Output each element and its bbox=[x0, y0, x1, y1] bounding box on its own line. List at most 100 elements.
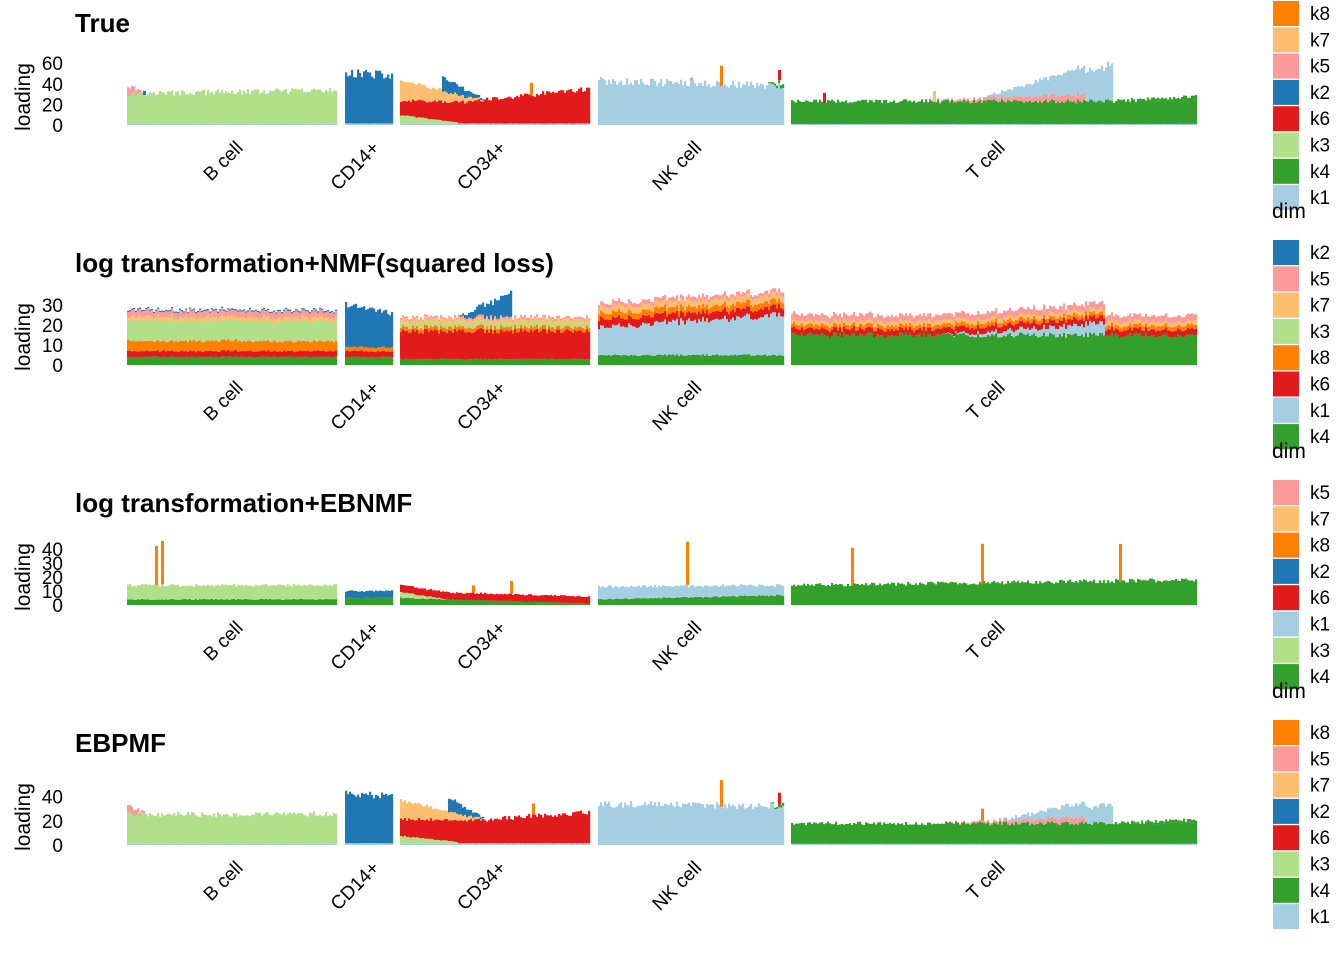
bar-segment-k7 bbox=[458, 317, 461, 322]
bar-segment-k3 bbox=[201, 586, 204, 600]
bar-segment-k5 bbox=[265, 311, 268, 317]
bar-segment-k2 bbox=[133, 307, 136, 310]
bar-segment-k7 bbox=[732, 297, 735, 304]
panel-title: log transformation+EBNMF bbox=[75, 488, 412, 518]
bar-segment-k4 bbox=[466, 359, 469, 365]
bar-segment-k6 bbox=[466, 332, 469, 360]
bar-segment-k3 bbox=[584, 324, 587, 329]
bar-segment-k4 bbox=[752, 355, 755, 365]
bar-segment-k6 bbox=[1045, 322, 1048, 330]
bar-segment-k6 bbox=[293, 352, 296, 358]
bar-segment-k8 bbox=[219, 341, 222, 352]
bar-segment-k4 bbox=[817, 334, 820, 365]
bar-segment-k4 bbox=[1169, 337, 1172, 365]
bar-segment-k2 bbox=[474, 309, 477, 318]
bar-segment-k3 bbox=[402, 115, 405, 124]
bar-segment-k5 bbox=[1039, 310, 1042, 317]
bar-segment-k5 bbox=[207, 310, 210, 317]
bar-segment-k4 bbox=[325, 357, 328, 365]
y-tick-label: 10 bbox=[42, 582, 63, 603]
bar-segment-k5 bbox=[538, 318, 541, 321]
bar-segment-k3 bbox=[432, 597, 435, 599]
bar-segment-k1 bbox=[548, 123, 551, 125]
bar-segment-k1 bbox=[863, 124, 866, 125]
bar-segment-k3 bbox=[195, 323, 198, 342]
bar-segment-k5 bbox=[977, 311, 980, 318]
bar-segment-k6 bbox=[931, 330, 934, 337]
bar-segment-k5 bbox=[478, 314, 481, 317]
bar-segment-k1 bbox=[1005, 331, 1008, 337]
bar-segment-k6 bbox=[500, 593, 503, 601]
bar-segment-k4 bbox=[500, 600, 503, 605]
bar-segment-k3 bbox=[257, 322, 260, 342]
bar-segment-k1 bbox=[428, 123, 431, 125]
bar-segment-k4 bbox=[177, 599, 180, 605]
bar-segment-k4 bbox=[1075, 103, 1078, 125]
bar-segment-k5 bbox=[696, 298, 699, 303]
bar-segment-k8 bbox=[205, 341, 208, 351]
bar-segment-k6 bbox=[345, 351, 348, 358]
bar-segment-k5 bbox=[885, 316, 888, 324]
bar-segment-k4 bbox=[381, 597, 384, 605]
bar-segment-k5 bbox=[1081, 94, 1084, 103]
bar-segment-k1 bbox=[780, 88, 783, 125]
bar-segment-k3 bbox=[420, 595, 423, 599]
bar-segment-k6 bbox=[548, 329, 551, 359]
bar-segment-k4 bbox=[249, 599, 252, 605]
bar-segment-k6 bbox=[688, 311, 691, 319]
bar-segment-k4 bbox=[748, 354, 751, 365]
bar-segment-k1 bbox=[949, 124, 952, 125]
bar-segment-k1 bbox=[171, 123, 174, 125]
bar-segment-k6 bbox=[159, 352, 162, 358]
bar-segment-k3 bbox=[229, 92, 232, 124]
bar-segment-k1 bbox=[871, 124, 874, 125]
bar-segment-k1 bbox=[1085, 123, 1088, 125]
bar-segment-k5 bbox=[648, 299, 651, 304]
bar-segment-k3 bbox=[486, 321, 489, 327]
x-tick-label: T cell bbox=[963, 138, 1010, 185]
bar-segment-k4 bbox=[863, 336, 866, 365]
legend-swatch-k6 bbox=[1273, 371, 1299, 397]
bar-segment-k4 bbox=[1179, 98, 1182, 103]
bar-segment-k4 bbox=[171, 356, 174, 365]
bar-segment-k4 bbox=[993, 335, 996, 365]
bar-segment-k4 bbox=[173, 599, 176, 605]
bar-segment-k3 bbox=[265, 584, 268, 600]
bar-segment-k6 bbox=[273, 350, 276, 357]
bar-segment-k6 bbox=[279, 350, 282, 358]
bar-segment-k7 bbox=[845, 320, 848, 325]
bar-segment-k4 bbox=[1177, 334, 1180, 365]
bar-segment-k4 bbox=[951, 100, 954, 124]
bar-segment-k4 bbox=[1163, 102, 1166, 124]
bar-segment-k7 bbox=[871, 319, 874, 324]
bar-segment-k2 bbox=[211, 308, 214, 310]
bar-segment-k3 bbox=[331, 92, 334, 124]
bar-segment-k4 bbox=[981, 337, 984, 365]
bar-segment-k7 bbox=[327, 317, 330, 322]
bar-segment-k1 bbox=[367, 123, 370, 125]
bar-segment-k5 bbox=[1127, 315, 1130, 322]
bar-segment-k8 bbox=[746, 299, 749, 307]
bar-segment-k5 bbox=[1073, 302, 1076, 309]
bar-segment-k5 bbox=[281, 313, 284, 319]
bar-segment-k8 bbox=[1063, 313, 1066, 318]
bar-segment-k4 bbox=[1049, 101, 1052, 125]
bar-segment-k6 bbox=[133, 350, 136, 357]
bar-segment-k5 bbox=[1047, 308, 1050, 315]
bar-segment-k8 bbox=[849, 325, 852, 331]
bar-segment-k5 bbox=[1047, 97, 1050, 103]
bar-segment-k3 bbox=[169, 91, 172, 124]
bar-segment-k8 bbox=[183, 340, 186, 352]
bar-segment-k8 bbox=[271, 342, 274, 352]
bar-segment-k5 bbox=[1089, 301, 1092, 308]
bar-segment-k5 bbox=[843, 312, 846, 319]
bar-segment-k1 bbox=[578, 123, 581, 125]
bar-segment-k3 bbox=[227, 585, 230, 600]
bar-segment-k8 bbox=[355, 347, 358, 351]
bar-segment-k4 bbox=[698, 354, 701, 365]
bar-segment-k5 bbox=[317, 312, 320, 319]
bar-segment-k4 bbox=[299, 598, 302, 605]
bar-segment-k8 bbox=[1035, 319, 1038, 324]
bar-segment-k2 bbox=[500, 295, 503, 316]
bar-segment-k4 bbox=[1083, 99, 1086, 124]
